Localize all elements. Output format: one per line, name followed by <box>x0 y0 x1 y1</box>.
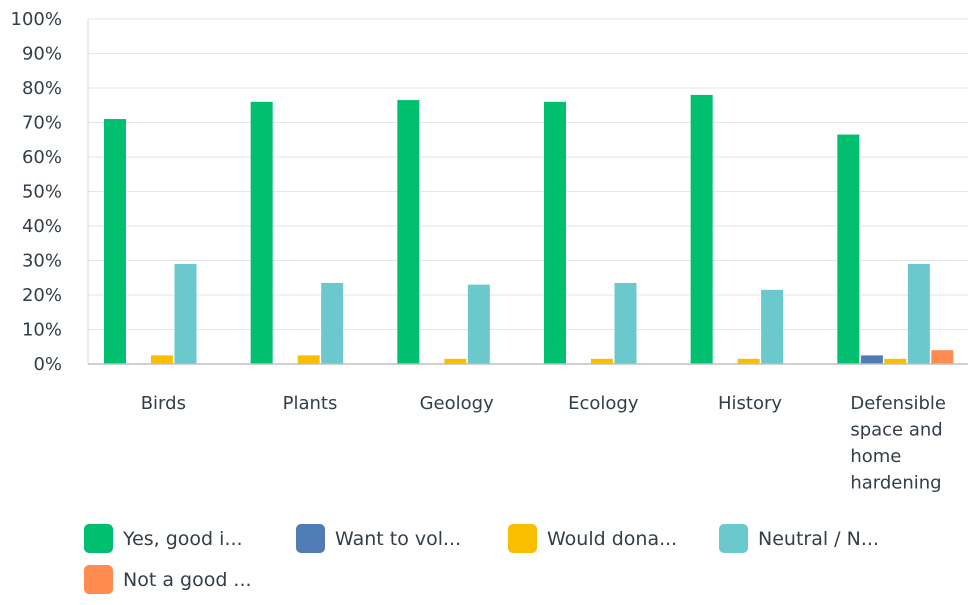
legend-label: Yes, good i... <box>122 528 243 550</box>
bar-plants-series-4[interactable] <box>321 282 344 364</box>
y-tick-label: 90% <box>22 44 62 65</box>
x-tick-label-birds: Birds <box>141 393 186 414</box>
y-tick-label: 10% <box>22 320 62 341</box>
bar-birds-series-3[interactable] <box>151 355 173 364</box>
legend-swatch <box>719 524 748 553</box>
x-tick-label-plants: Plants <box>283 393 338 414</box>
bar-defensible-space-and-home-hardening-series-3[interactable] <box>884 358 907 364</box>
bar-plants-series-3[interactable] <box>297 355 320 364</box>
y-tick-label: 50% <box>22 182 62 203</box>
bar-geology-series-1[interactable] <box>397 100 420 364</box>
x-tick-label-history: History <box>718 393 782 414</box>
bar-defensible-space-and-home-hardening-series-4[interactable] <box>907 263 930 364</box>
x-tick-label-geology: Geology <box>420 393 494 414</box>
bar-ecology-series-3[interactable] <box>591 358 613 364</box>
y-tick-label: 60% <box>22 147 62 168</box>
bar-birds-series-1[interactable] <box>104 119 126 364</box>
bar-ecology-series-4[interactable] <box>614 282 637 364</box>
y-tick-label: 100% <box>11 9 62 30</box>
legend-item-1[interactable]: Yes, good i... <box>84 524 243 553</box>
y-tick-label: 30% <box>22 251 62 272</box>
legend-label: Not a good ... <box>123 569 252 591</box>
legend-label: Want to vol... <box>335 528 461 550</box>
bar-geology-series-3[interactable] <box>444 358 467 364</box>
y-axis: 0% 10% 20% 30% 40% 50% 60% 70% 80% 90% 100% <box>11 9 89 375</box>
bar-defensible-space-and-home-hardening-series-2[interactable] <box>860 355 883 364</box>
y-tick-label: 20% <box>22 285 62 306</box>
legend-item-5[interactable]: Not a good ... <box>84 565 252 594</box>
bar-history-series-4[interactable] <box>761 289 784 364</box>
x-tick-label-defensible-space-and-home-hardening: Defensible space and home hardening <box>850 393 946 494</box>
legend-label: Would dona... <box>547 528 677 550</box>
y-tick-label: 80% <box>22 78 62 99</box>
bar-plants-series-1[interactable] <box>250 101 273 365</box>
bar-birds-series-4[interactable] <box>174 263 197 364</box>
legend-item-2[interactable]: Want to vol... <box>296 524 461 553</box>
bar-history-series-3[interactable] <box>737 358 760 364</box>
y-tick-label: 70% <box>22 113 62 134</box>
legend-item-4[interactable]: Neutral / N... <box>719 524 879 553</box>
y-tick-label: 0% <box>33 354 62 375</box>
legend-item-3[interactable]: Would dona... <box>508 524 677 553</box>
legend-swatch <box>84 524 113 553</box>
x-tick-label-ecology: Ecology <box>568 393 639 414</box>
legend: Yes, good i... Want to vol... Would dona..… <box>84 524 879 594</box>
bar-defensible-space-and-home-hardening-series-1[interactable] <box>837 134 860 364</box>
y-tick-label: 40% <box>22 216 62 237</box>
legend-label: Neutral / N... <box>758 528 879 550</box>
gridlines <box>88 18 968 330</box>
bar-defensible-space-and-home-hardening-series-5[interactable] <box>931 350 954 364</box>
bar-ecology-series-1[interactable] <box>544 101 566 365</box>
legend-swatch <box>508 524 537 553</box>
x-axis: Birds Plants Geology Ecology History Defensib… <box>88 363 968 494</box>
legend-swatch <box>296 524 325 553</box>
bar-geology-series-4[interactable] <box>467 284 490 364</box>
legend-swatch <box>84 565 113 594</box>
bar-history-series-1[interactable] <box>690 94 713 365</box>
bars <box>104 94 954 365</box>
